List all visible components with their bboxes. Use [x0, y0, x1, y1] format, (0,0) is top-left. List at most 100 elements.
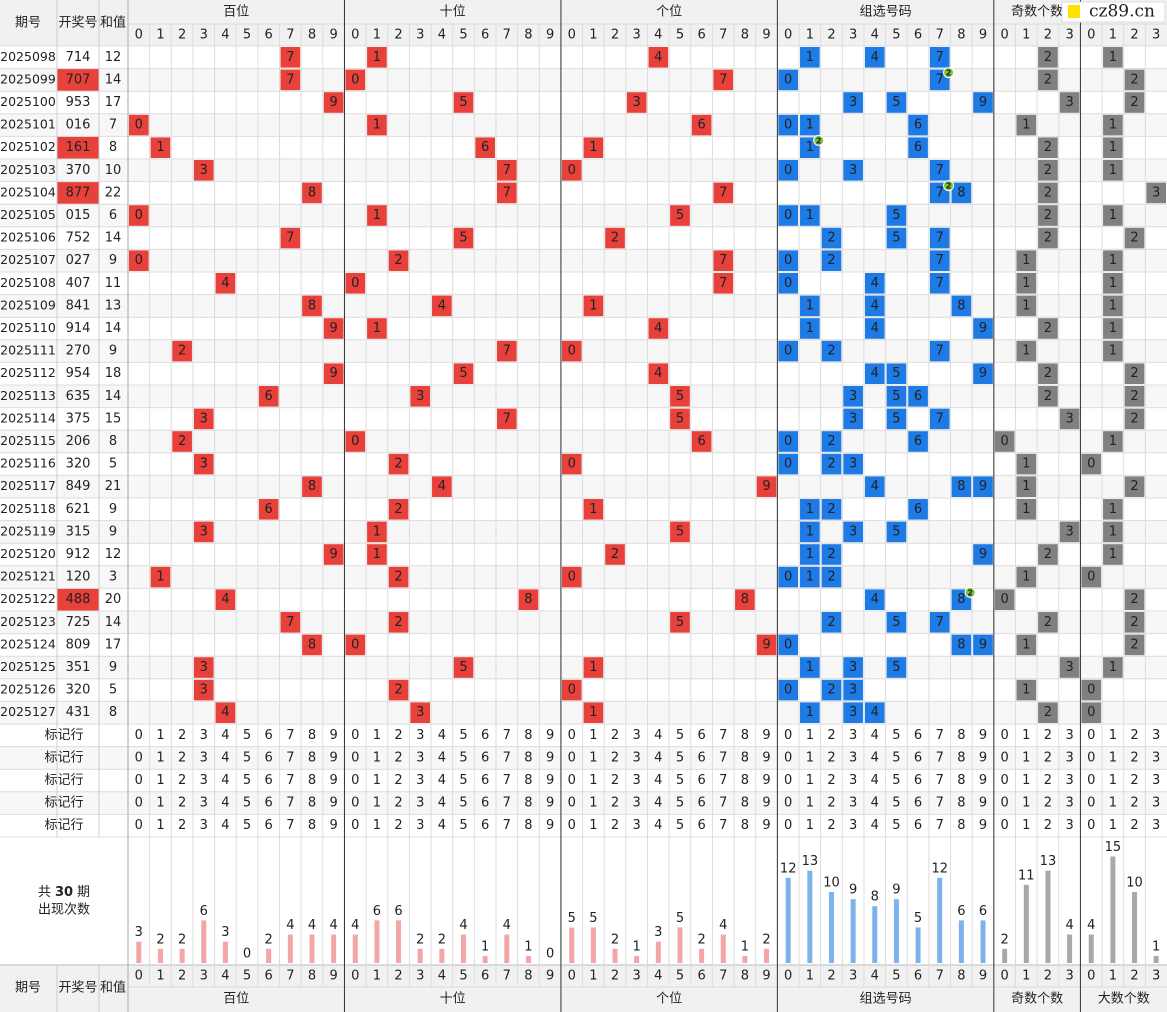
position-cell: [583, 702, 604, 723]
position-cell: [193, 657, 214, 678]
mark-row-digit: 3: [1152, 773, 1160, 788]
position-cell-text: 3: [633, 95, 641, 110]
mark-row-digit: 8: [957, 796, 965, 811]
big-cell-text: 1: [1109, 524, 1117, 539]
mark-row-digit: 2: [1130, 773, 1138, 788]
position-cell: [561, 679, 582, 701]
column-digit: 2: [1130, 969, 1138, 984]
mark-row-digit: 6: [697, 750, 705, 765]
mark-row-digit: 9: [546, 796, 554, 811]
group-cell: [864, 476, 885, 497]
group-cell-text: 0: [784, 344, 792, 359]
column-digit: 3: [200, 28, 208, 43]
mark-row-digit: 6: [914, 818, 922, 833]
odd-cell: [1038, 160, 1058, 181]
count-bar: [396, 920, 402, 963]
mark-row-digit: 0: [1087, 728, 1095, 743]
big-cell-text: 1: [1109, 140, 1117, 155]
column-digit: 4: [438, 28, 446, 43]
count-bar: [893, 899, 899, 963]
group-cell: [951, 476, 972, 497]
position-cell: [193, 453, 214, 475]
group-cell: [778, 160, 799, 181]
mark-row-digit: 7: [286, 818, 294, 833]
odd-cell-text: 1: [1022, 298, 1030, 313]
group-cell: [843, 92, 863, 113]
big-cell-text: 1: [1109, 547, 1117, 562]
odd-cell: [994, 431, 1015, 452]
mark-row-digit: 1: [806, 728, 814, 743]
group-cell-text: 7: [936, 72, 944, 87]
group-cell-text: 4: [871, 321, 879, 336]
mark-row-digit: 3: [1065, 750, 1073, 765]
stats-label: 共 30 期: [38, 885, 90, 900]
number: 270: [66, 344, 91, 359]
repeat-badge: [943, 67, 955, 79]
group-cell-text: 9: [979, 321, 987, 336]
issue: 2025127: [0, 704, 56, 719]
mark-row-digit: 1: [1109, 818, 1117, 833]
mark-row-digit: 4: [438, 750, 446, 765]
column-digit: 3: [1152, 969, 1160, 984]
repeat-badge-text: 2: [967, 588, 973, 597]
mark-row-digit: 1: [373, 728, 381, 743]
sum: 3: [109, 570, 117, 585]
group-cell: [843, 679, 863, 701]
odd-cell-text: 2: [1044, 50, 1052, 65]
count-bar: [1067, 934, 1073, 963]
position-cell: [280, 47, 301, 68]
group-cell: [778, 634, 799, 656]
mark-row-digit: 0: [568, 796, 576, 811]
big-cell: [1103, 160, 1123, 181]
mark-row-digit: 1: [156, 773, 164, 788]
mark-row-digit: 7: [936, 728, 944, 743]
sum: 8: [109, 140, 117, 155]
column-digit: 8: [524, 28, 532, 43]
issue: 2025124: [0, 636, 56, 651]
column-digit: 4: [871, 969, 879, 984]
group-cell: [778, 273, 799, 294]
position-cell-text: 0: [568, 344, 576, 359]
group-cell-text: 1: [806, 502, 814, 517]
group-cell-text: 9: [979, 547, 987, 562]
count-bar: [157, 948, 163, 963]
count-bar: [1088, 934, 1094, 963]
column-digit: 1: [156, 28, 164, 43]
column-digit: 9: [329, 969, 337, 984]
column-digit: 4: [654, 28, 662, 43]
number: 015: [66, 208, 91, 223]
group-cell-text: 7: [936, 163, 944, 178]
odd-cell-text: 2: [1044, 366, 1052, 381]
mark-row-digit: 3: [416, 796, 424, 811]
mark-row-digit: 5: [676, 818, 684, 833]
count-label: 6: [394, 904, 402, 919]
odd-cell: [1016, 114, 1037, 136]
mark-row-digit: 8: [524, 818, 532, 833]
position-cell-text: 5: [676, 411, 684, 426]
number: 027: [66, 253, 91, 268]
mark-row-digit: 8: [308, 773, 316, 788]
position-cell-text: 2: [611, 231, 619, 246]
column-digit: 2: [611, 969, 619, 984]
number: 206: [66, 434, 91, 449]
group-cell-text: 2: [827, 253, 835, 268]
mark-row-digit: 5: [676, 773, 684, 788]
position-cell: [561, 453, 582, 475]
column-digit: 1: [156, 969, 164, 984]
mark-row-digit: 6: [914, 796, 922, 811]
odd-cell: [1016, 340, 1037, 362]
group-cell: [821, 679, 842, 701]
position-cell-text: 7: [286, 615, 294, 630]
mark-row-digit: 4: [221, 796, 229, 811]
position-cell: [561, 566, 582, 588]
mark-row-digit: 1: [589, 750, 597, 765]
count-label: 2: [611, 932, 619, 947]
footer-bg: [0, 965, 1167, 1012]
group-cell: [821, 566, 842, 588]
group-cell: [821, 453, 842, 475]
big-cell: [1124, 227, 1145, 249]
group-cell: [778, 453, 799, 475]
big-cell-text: 0: [1087, 457, 1095, 472]
mark-row-digit: 0: [1001, 750, 1009, 765]
mark-row-digit: 7: [719, 773, 727, 788]
